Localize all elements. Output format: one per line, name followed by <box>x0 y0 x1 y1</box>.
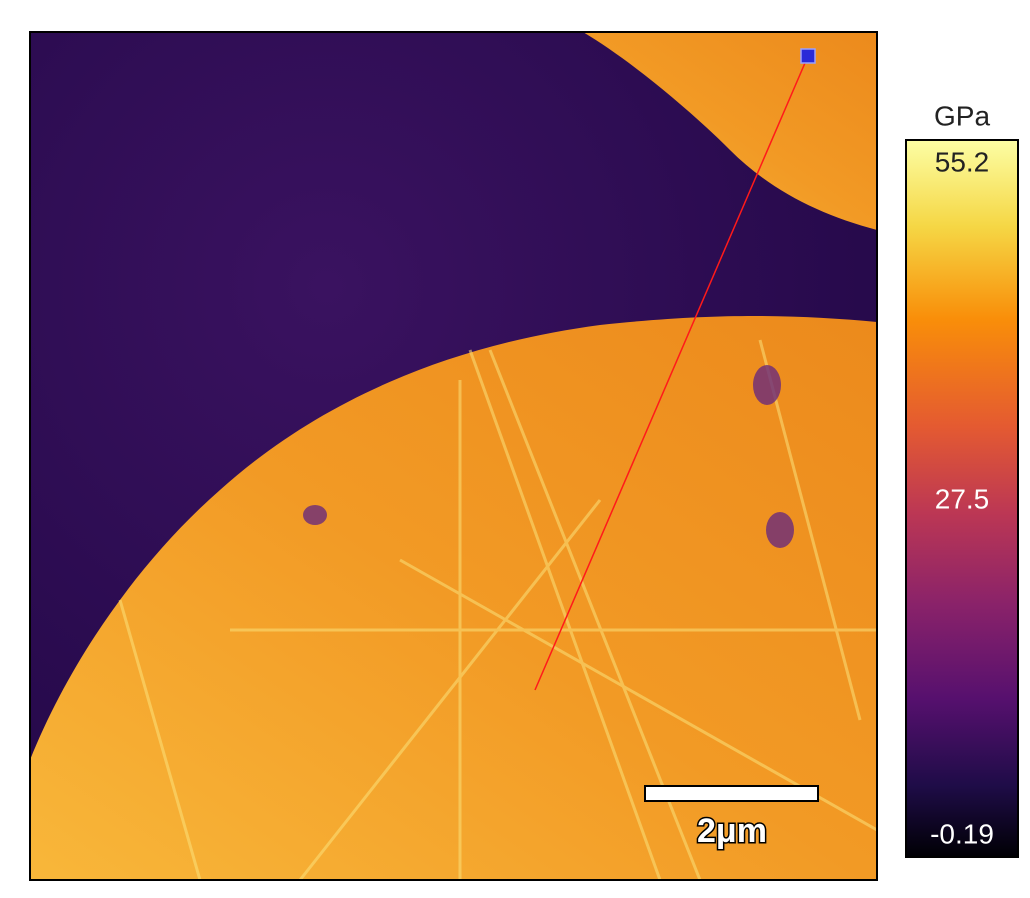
scratches <box>118 339 877 880</box>
colorbar-min: -0.19 <box>930 818 994 849</box>
colorbar-max: 55.2 <box>935 146 990 177</box>
profile-line <box>534 55 809 691</box>
particle-region <box>583 32 877 230</box>
colorbar-mid: 27.5 <box>935 483 990 514</box>
scale-bar-label: 2μm <box>697 812 767 850</box>
modulus-map: 2μm <box>30 32 877 880</box>
colorbar <box>905 139 1019 858</box>
line-handle[interactable] <box>800 48 816 64</box>
scale-bar <box>644 785 819 802</box>
particle-region <box>30 316 877 880</box>
colorbar-unit: GPa <box>934 100 990 131</box>
defects <box>303 365 794 548</box>
image-frame <box>29 31 878 881</box>
